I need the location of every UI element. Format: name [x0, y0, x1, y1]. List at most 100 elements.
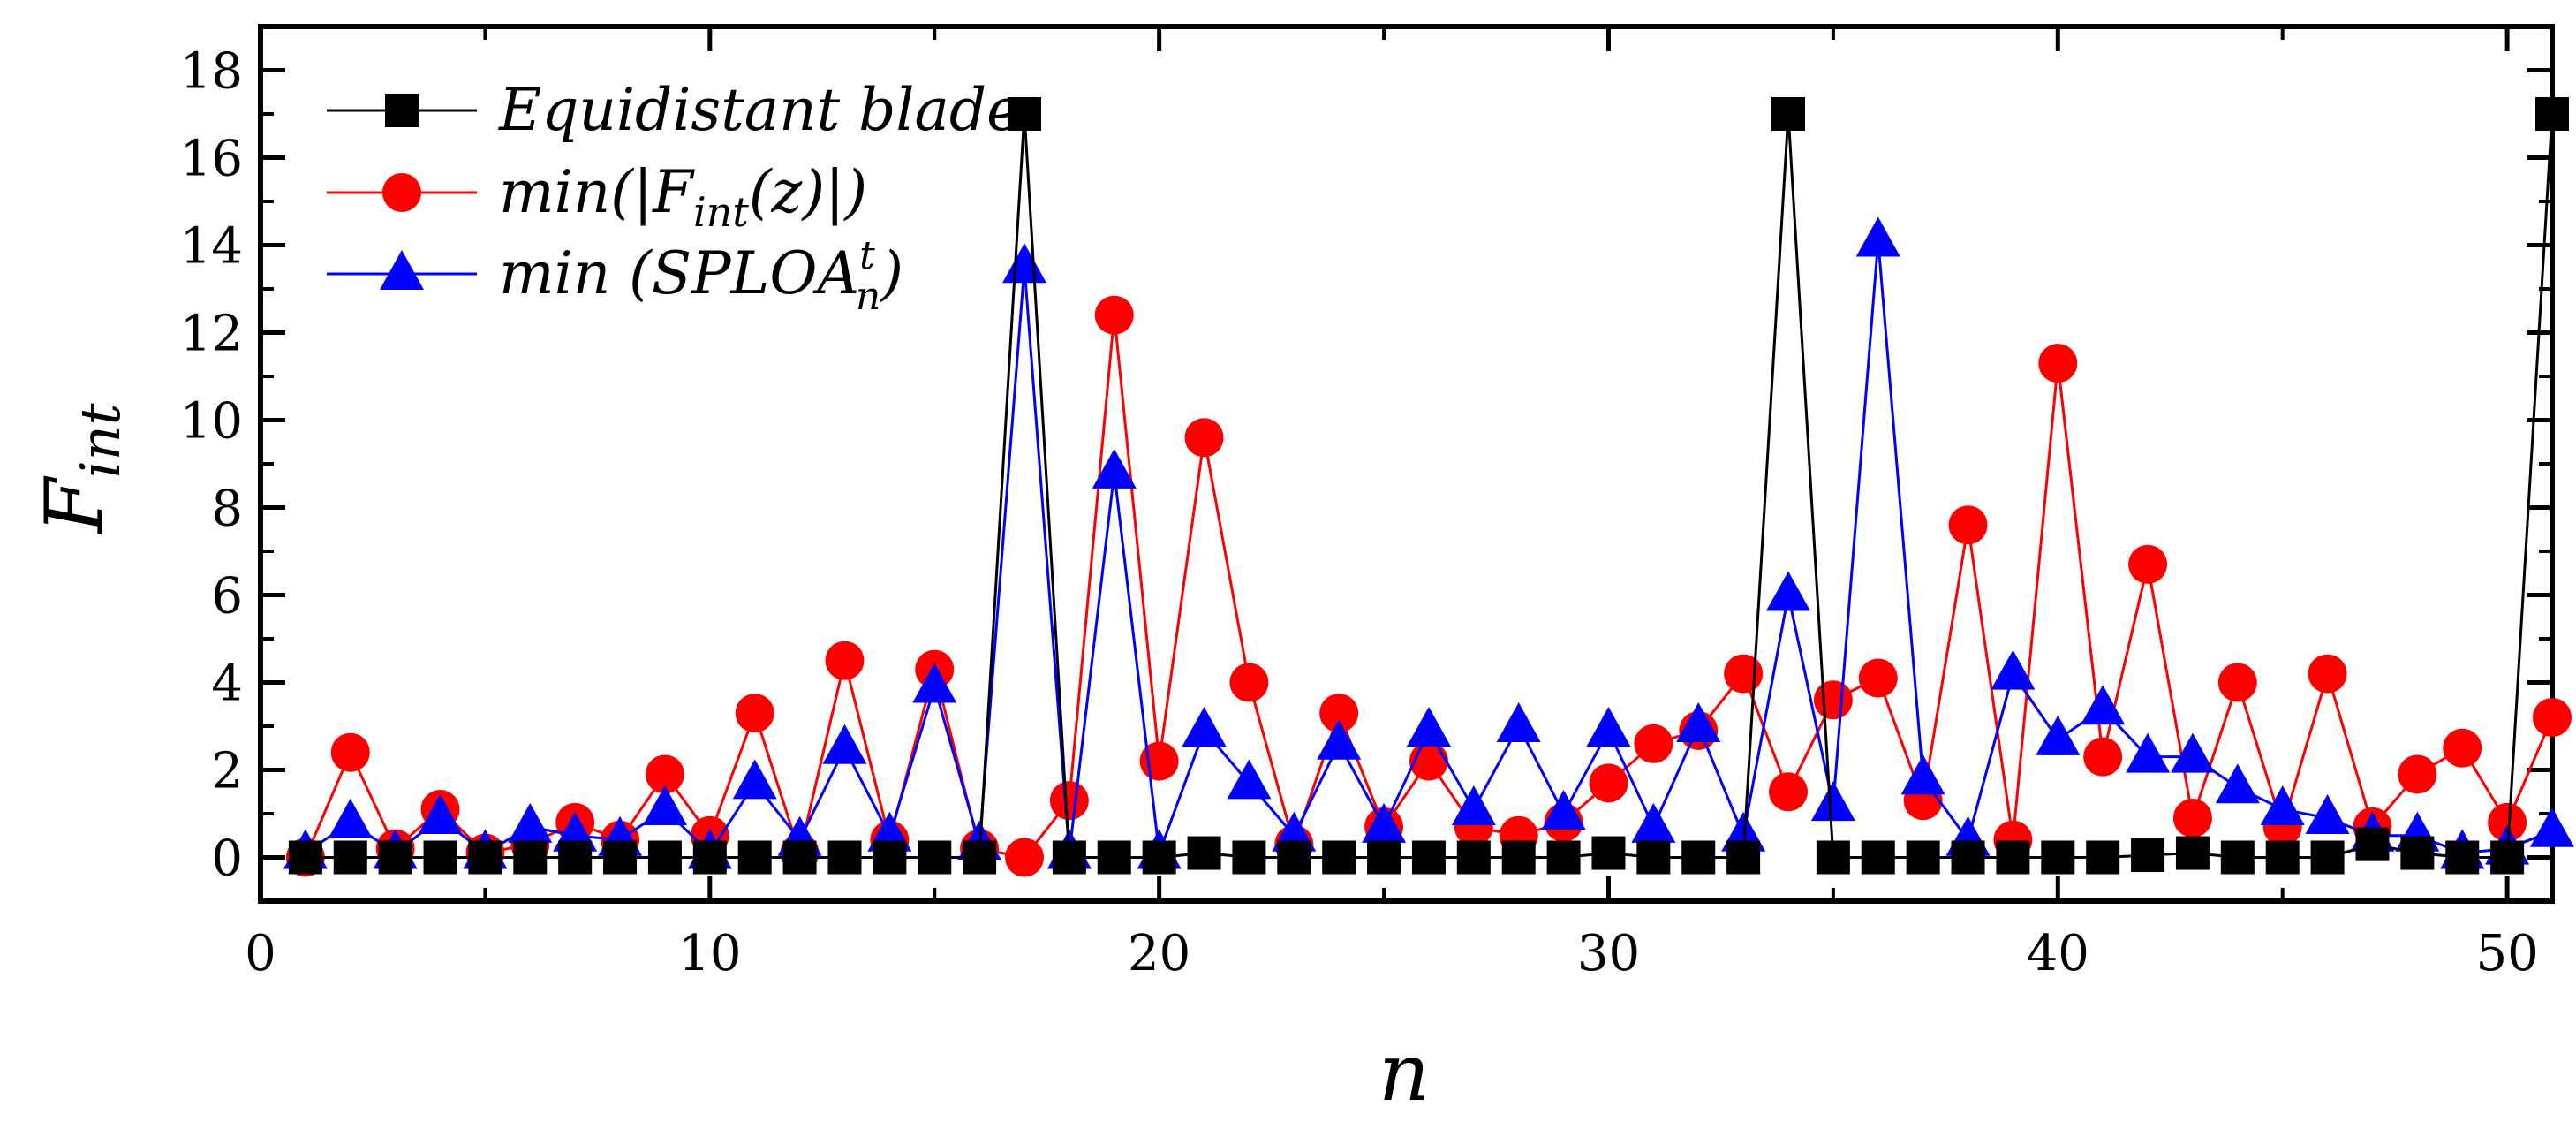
- data-point-square: [1816, 840, 1850, 875]
- x-tick-label: 50: [2475, 925, 2538, 982]
- legend-marker-circle: [382, 173, 421, 212]
- data-point-square: [1187, 836, 1221, 870]
- data-point-triangle: [1092, 448, 1137, 489]
- y-tick-label: 16: [180, 131, 243, 188]
- data-point-triangle: [1810, 781, 1855, 822]
- data-point-square: [1008, 97, 1041, 131]
- data-point-circle: [1005, 838, 1044, 877]
- y-tick-label: 4: [211, 656, 243, 713]
- data-point-triangle: [2305, 793, 2350, 834]
- data-point-square: [1591, 836, 1626, 870]
- y-tick-label: 2: [211, 743, 243, 800]
- data-point-square: [1367, 840, 1401, 875]
- legend-label-tail: (z)|): [749, 158, 867, 226]
- y-axis-label-sub: int: [68, 403, 132, 478]
- data-point-square: [1501, 840, 1536, 875]
- y-tick-label: 10: [180, 393, 243, 451]
- data-point-square: [2041, 840, 2075, 875]
- legend-label: min(|Fint(z)|): [499, 158, 867, 236]
- data-point-circle: [1589, 763, 1628, 803]
- data-point-circle: [2533, 698, 2572, 738]
- y-tick-label: 12: [180, 306, 243, 363]
- y-tick-label: 0: [211, 830, 243, 888]
- data-point-triangle: [328, 798, 373, 838]
- data-point-square: [1097, 840, 1131, 875]
- x-axis-label: n: [1379, 1027, 1430, 1119]
- data-point-square: [1411, 840, 1446, 875]
- data-point-triangle: [1631, 802, 1676, 843]
- data-point-triangle: [1676, 702, 1721, 742]
- data-point-square: [1681, 840, 1716, 875]
- data-point-circle: [735, 694, 774, 733]
- data-point-square: [1052, 840, 1086, 875]
- axis-ticks: 0 10 20 30 40 50 0 2 4 6 8 10 12 14 16 18: [180, 27, 2552, 982]
- data-point-square: [782, 840, 817, 875]
- data-point-triangle: [2081, 685, 2126, 725]
- data-point-triangle: [1362, 802, 1407, 843]
- data-point-square: [1456, 840, 1491, 875]
- data-point-circle: [1813, 680, 1853, 720]
- data-point-square: [2535, 97, 2569, 131]
- x-tick-label: 10: [678, 925, 741, 982]
- data-point-triangle: [1227, 759, 1272, 800]
- data-point-square: [918, 840, 952, 875]
- data-point-triangle: [912, 663, 957, 703]
- legend-label-sub: int: [693, 188, 749, 236]
- data-point-circle: [2083, 737, 2123, 777]
- data-point-square: [1861, 840, 1895, 875]
- data-point-square: [2265, 840, 2300, 875]
- data-point-square: [692, 840, 727, 875]
- data-point-triangle: [1002, 243, 1046, 284]
- data-point-square: [2445, 840, 2480, 875]
- legend-marker-triangle: [380, 250, 424, 290]
- data-point-triangle: [2215, 763, 2260, 804]
- data-point-triangle: [1766, 571, 1810, 611]
- data-point-triangle: [2036, 715, 2081, 755]
- data-point-triangle: [642, 785, 687, 826]
- data-point-square: [2490, 840, 2525, 875]
- data-point-triangle: [1317, 719, 1362, 760]
- data-point-circle: [1319, 694, 1359, 733]
- legend-label-tail: ): [879, 239, 903, 307]
- data-point-circle: [2217, 663, 2257, 702]
- y-tick-label: 8: [211, 481, 243, 538]
- data-point-square: [963, 840, 997, 875]
- legend-entry-square: Equidistant blade: [327, 76, 1021, 144]
- x-tick-label: 40: [2027, 925, 2089, 982]
- data-point-square: [558, 840, 593, 875]
- data-point-circle: [1094, 295, 1134, 335]
- data-point-triangle: [1991, 649, 2036, 690]
- data-point-triangle: [418, 793, 463, 834]
- data-point-circle: [1858, 658, 1898, 698]
- data-point-triangle: [2260, 785, 2305, 826]
- data-point-triangle: [1586, 706, 1631, 747]
- legend-label: min (SPLOAt n): [499, 233, 903, 319]
- data-point-circle: [1948, 505, 1988, 545]
- legend-label-sup: t: [859, 233, 875, 278]
- data-point-circle: [2128, 544, 2168, 584]
- data-point-triangle: [1855, 216, 1900, 257]
- legend-entry-triangle: min (SPLOAt n): [327, 233, 903, 319]
- data-point-circle: [330, 732, 370, 772]
- data-point-circle: [2038, 344, 2078, 383]
- data-point-square: [1142, 840, 1176, 875]
- y-axis-label-group: Fint: [28, 403, 132, 534]
- legend-marker-square: [385, 94, 419, 127]
- series-square: [288, 97, 2569, 875]
- data-point-circle: [2488, 802, 2527, 842]
- data-point-square: [2400, 836, 2435, 870]
- data-point-square: [2220, 840, 2255, 875]
- legend: Equidistant blade min(|Fint(z)|)min (SPLO…: [327, 76, 1021, 319]
- data-point-square: [333, 840, 367, 875]
- data-point-circle: [1724, 654, 1764, 694]
- data-point-circle: [1049, 781, 1089, 821]
- data-point-square: [2086, 840, 2120, 875]
- y-tick-label: 14: [180, 218, 243, 276]
- data-point-square: [873, 840, 907, 875]
- data-point-square: [1322, 840, 1356, 875]
- data-point-circle: [2398, 754, 2437, 794]
- x-tick-label: 20: [1128, 925, 1190, 982]
- data-point-square: [513, 840, 548, 875]
- data-point-triangle: [1406, 706, 1451, 747]
